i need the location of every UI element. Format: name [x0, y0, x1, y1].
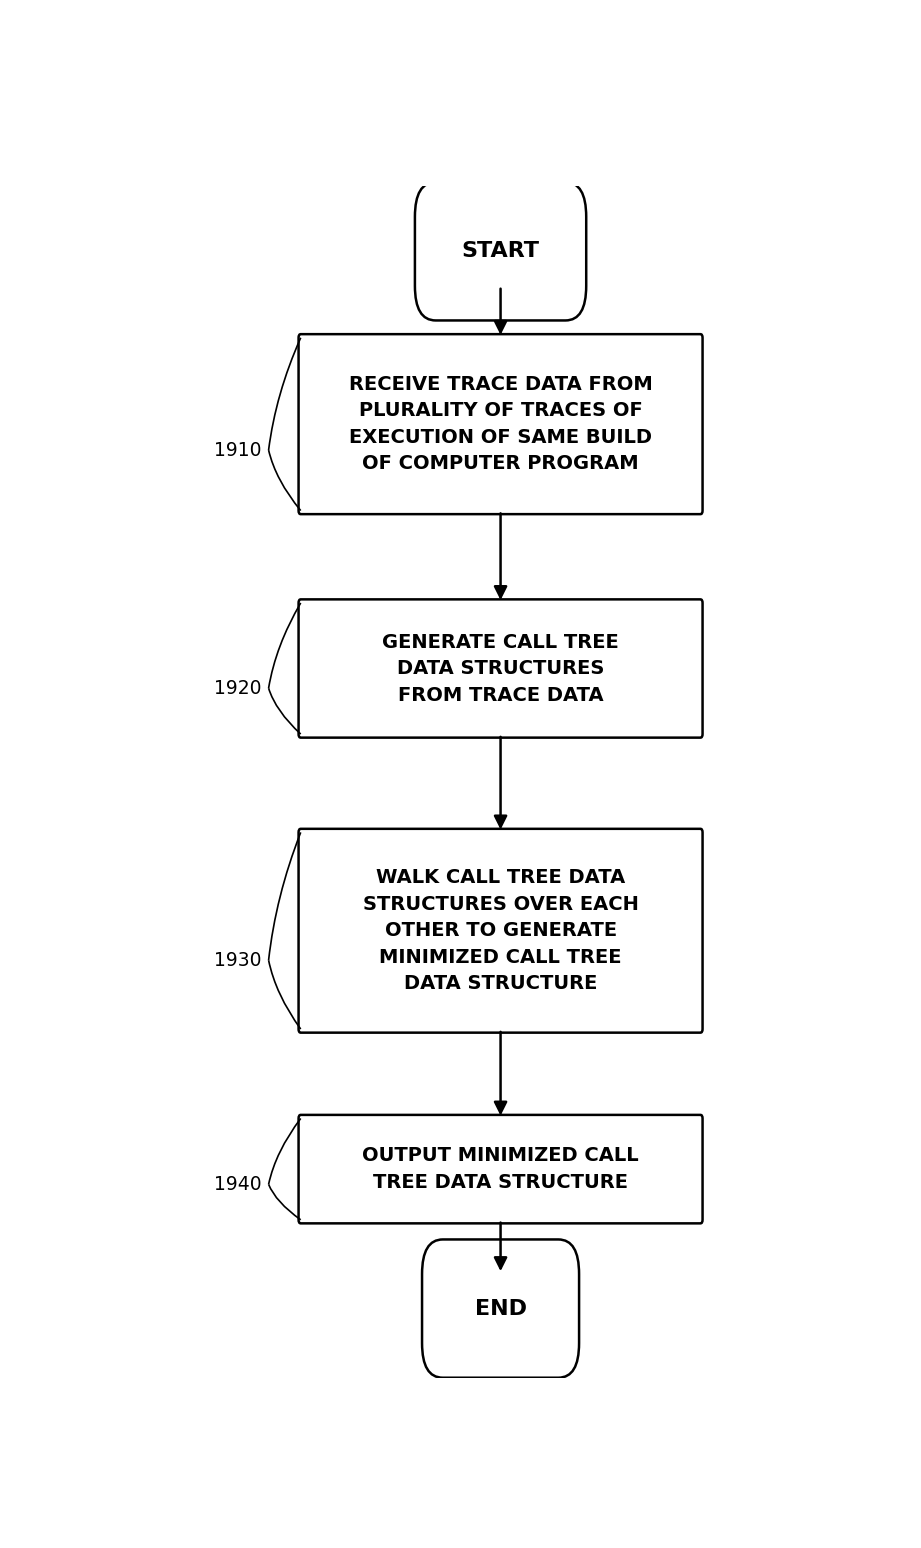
Text: WALK CALL TREE DATA
STRUCTURES OVER EACH
OTHER TO GENERATE
MINIMIZED CALL TREE
D: WALK CALL TREE DATA STRUCTURES OVER EACH…: [363, 868, 638, 994]
Text: GENERATE CALL TREE
DATA STRUCTURES
FROM TRACE DATA: GENERATE CALL TREE DATA STRUCTURES FROM …: [382, 633, 619, 704]
Text: 1910: 1910: [214, 441, 262, 460]
FancyBboxPatch shape: [298, 828, 703, 1033]
FancyBboxPatch shape: [298, 1115, 703, 1223]
Text: START: START: [461, 241, 540, 262]
Text: 1930: 1930: [214, 950, 262, 969]
Text: OUTPUT MINIMIZED CALL
TREE DATA STRUCTURE: OUTPUT MINIMIZED CALL TREE DATA STRUCTUR…: [362, 1147, 639, 1192]
Text: 1920: 1920: [214, 678, 262, 698]
FancyBboxPatch shape: [414, 183, 587, 320]
Text: 1940: 1940: [214, 1175, 262, 1194]
Text: RECEIVE TRACE DATA FROM
PLURALITY OF TRACES OF
EXECUTION OF SAME BUILD
OF COMPUT: RECEIVE TRACE DATA FROM PLURALITY OF TRA…: [349, 375, 652, 474]
FancyBboxPatch shape: [422, 1240, 579, 1378]
FancyBboxPatch shape: [298, 599, 703, 738]
Text: END: END: [474, 1299, 527, 1319]
FancyBboxPatch shape: [298, 334, 703, 514]
